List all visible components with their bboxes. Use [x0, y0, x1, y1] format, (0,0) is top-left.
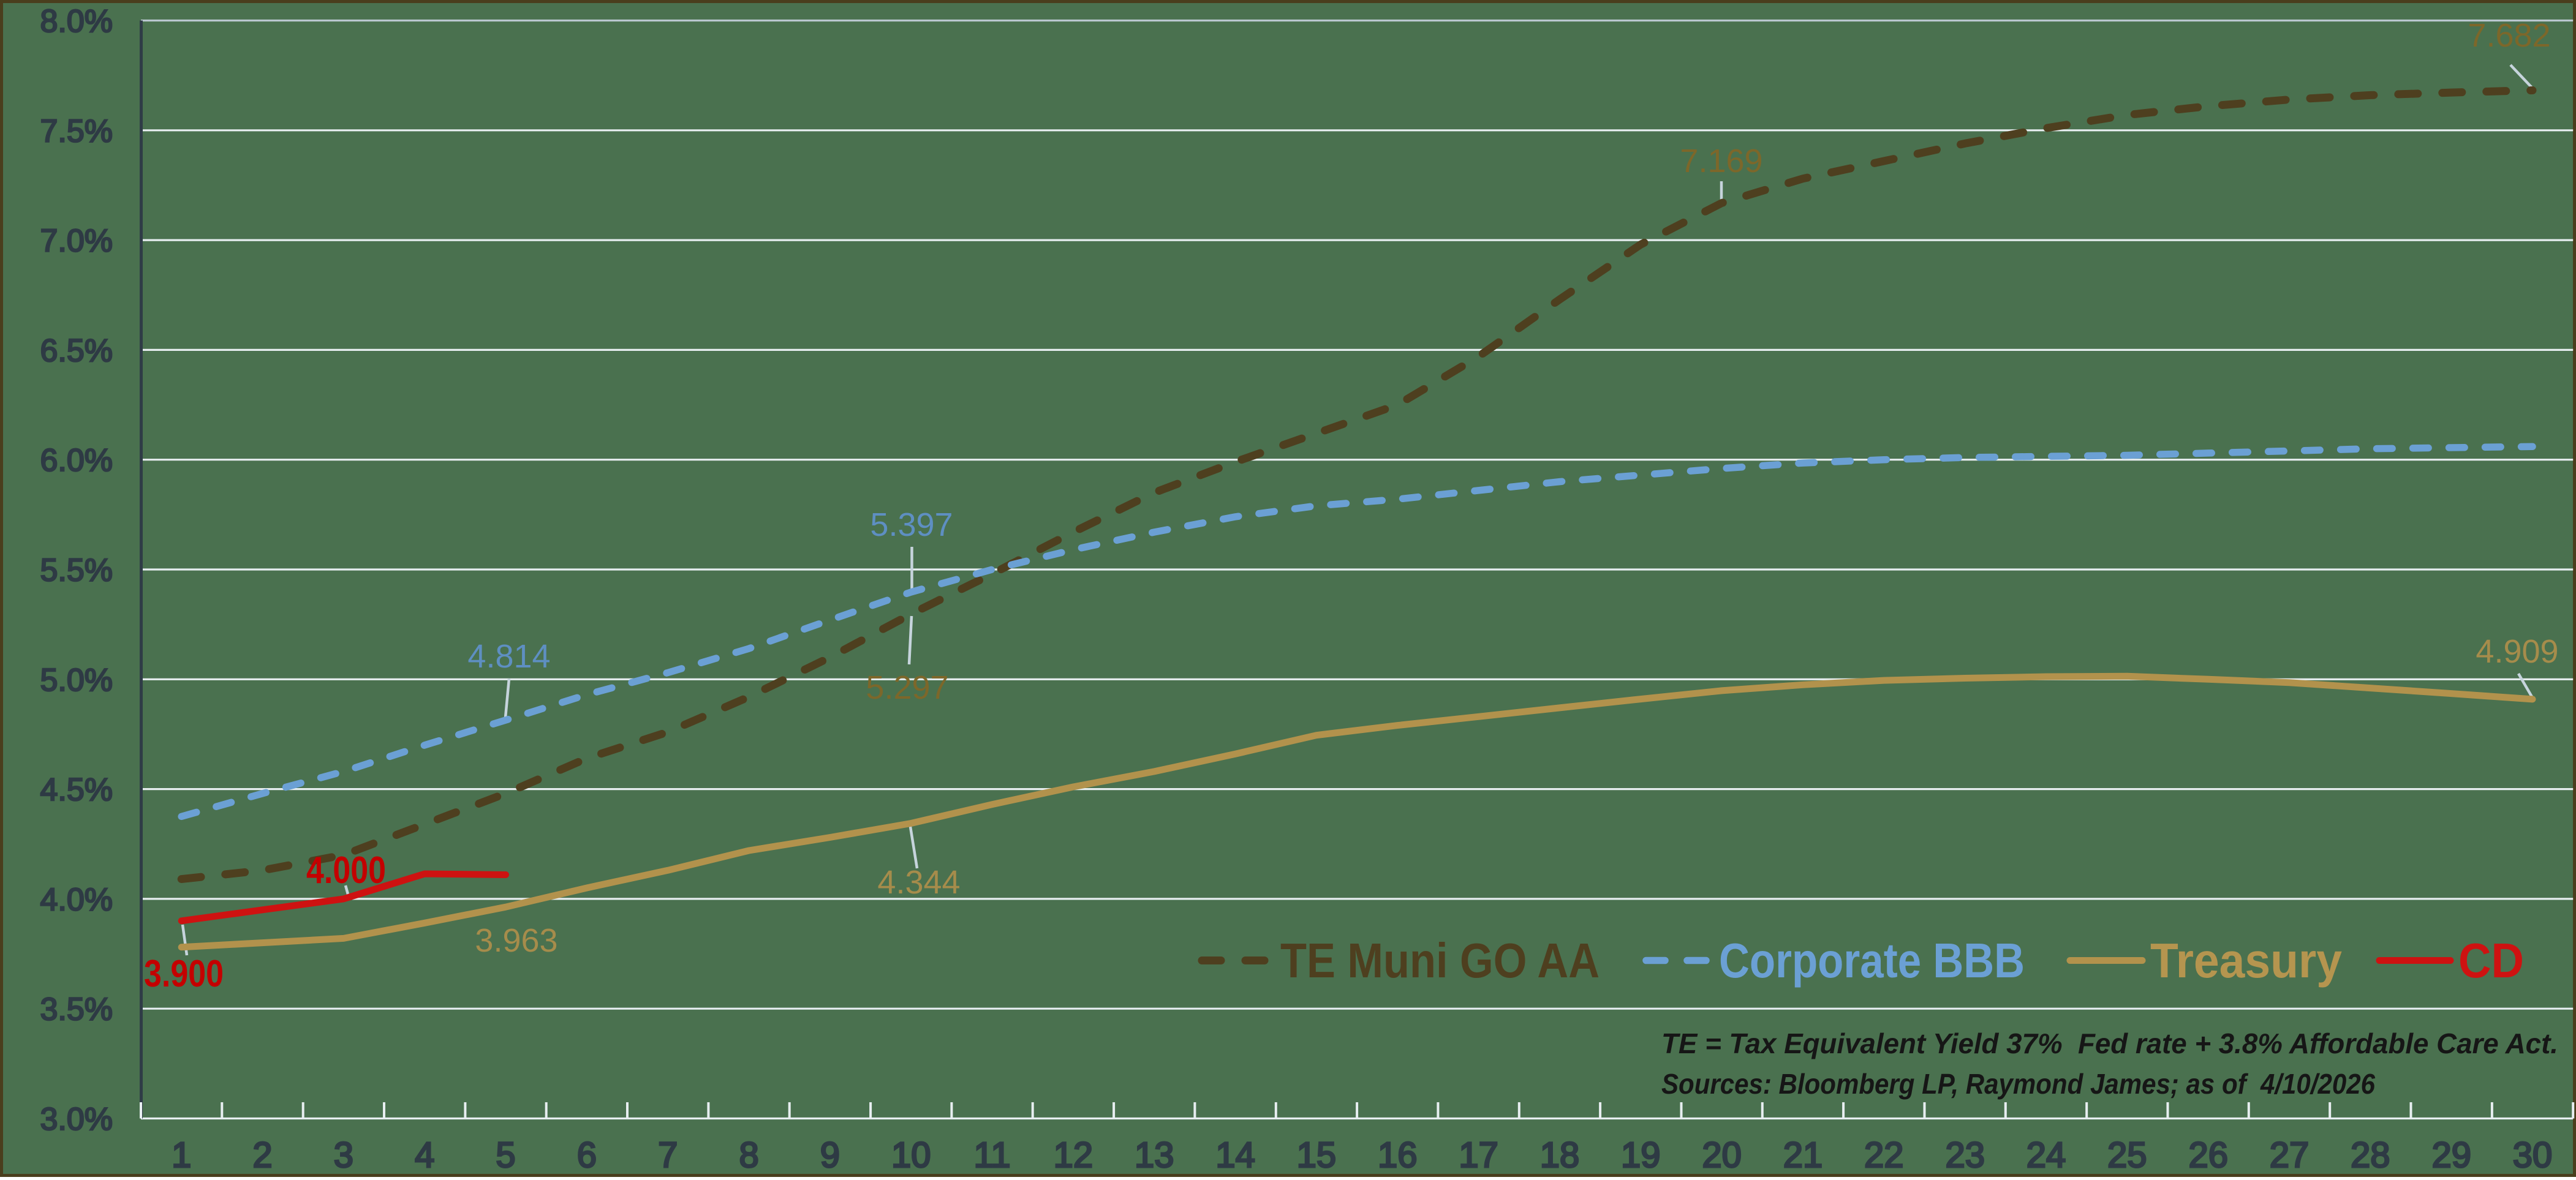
svg-text:4.0%: 4.0%	[40, 882, 113, 917]
svg-text:4.814: 4.814	[467, 638, 550, 675]
svg-text:14: 14	[1215, 1135, 1255, 1175]
svg-text:Corporate BBB: Corporate BBB	[1719, 933, 2025, 988]
svg-text:4: 4	[415, 1135, 434, 1175]
svg-text:28: 28	[2351, 1135, 2390, 1175]
svg-text:15: 15	[1297, 1135, 1337, 1175]
svg-text:4.000: 4.000	[306, 849, 386, 892]
svg-text:13: 13	[1135, 1135, 1174, 1175]
svg-text:TE Muni GO AA: TE Muni GO AA	[1280, 933, 1600, 988]
svg-text:1: 1	[172, 1135, 191, 1175]
svg-text:23: 23	[1945, 1135, 1985, 1175]
svg-text:18: 18	[1540, 1135, 1580, 1175]
svg-text:4.5%: 4.5%	[40, 772, 113, 808]
svg-text:24: 24	[2026, 1135, 2066, 1175]
svg-text:7.169: 7.169	[1680, 143, 1762, 179]
svg-text:7.5%: 7.5%	[40, 113, 113, 149]
svg-text:3.0%: 3.0%	[40, 1102, 113, 1137]
svg-text:6.0%: 6.0%	[40, 443, 113, 478]
svg-text:27: 27	[2270, 1135, 2310, 1175]
svg-text:22: 22	[1864, 1135, 1904, 1175]
svg-text:12: 12	[1054, 1135, 1093, 1175]
svg-text:11: 11	[973, 1135, 1010, 1175]
svg-text:21: 21	[1783, 1135, 1823, 1175]
svg-text:8.0%: 8.0%	[40, 4, 113, 39]
svg-text:7: 7	[658, 1135, 678, 1175]
svg-text:3.900: 3.900	[144, 953, 224, 995]
svg-text:3.5%: 3.5%	[40, 992, 113, 1028]
svg-text:8: 8	[739, 1135, 758, 1175]
svg-text:5: 5	[496, 1135, 515, 1175]
svg-text:16: 16	[1378, 1135, 1418, 1175]
svg-text:5.297: 5.297	[866, 669, 948, 706]
svg-text:7.682: 7.682	[2468, 17, 2550, 54]
svg-text:17: 17	[1459, 1135, 1498, 1175]
svg-text:3: 3	[334, 1135, 353, 1175]
svg-text:26: 26	[2188, 1135, 2228, 1175]
svg-text:Treasury: Treasury	[2150, 933, 2342, 988]
svg-text:4.344: 4.344	[877, 864, 960, 901]
svg-text:9: 9	[820, 1135, 840, 1175]
svg-text:25: 25	[2107, 1135, 2147, 1175]
svg-text:30: 30	[2513, 1135, 2553, 1175]
svg-text:6.5%: 6.5%	[40, 333, 113, 369]
svg-text:20: 20	[1702, 1135, 1742, 1175]
svg-text:CD: CD	[2458, 933, 2524, 988]
svg-text:29: 29	[2431, 1135, 2471, 1175]
svg-text:TE = Tax Equivalent Yield 37%: TE = Tax Equivalent Yield 37% Fed rate +…	[1661, 1028, 2558, 1059]
svg-text:2: 2	[252, 1135, 272, 1175]
svg-text:7.0%: 7.0%	[40, 224, 113, 259]
svg-text:19: 19	[1621, 1135, 1661, 1175]
svg-text:4.909: 4.909	[2476, 633, 2558, 670]
svg-text:5.5%: 5.5%	[40, 553, 113, 588]
svg-text:5.0%: 5.0%	[40, 663, 113, 698]
svg-text:Sources: Bloomberg LP, Raymond: Sources: Bloomberg LP, Raymond James; as…	[1661, 1068, 2375, 1100]
svg-text:6: 6	[577, 1135, 597, 1175]
svg-text:3.963: 3.963	[475, 922, 557, 959]
svg-text:5.397: 5.397	[870, 506, 953, 543]
svg-text:10: 10	[891, 1135, 931, 1175]
